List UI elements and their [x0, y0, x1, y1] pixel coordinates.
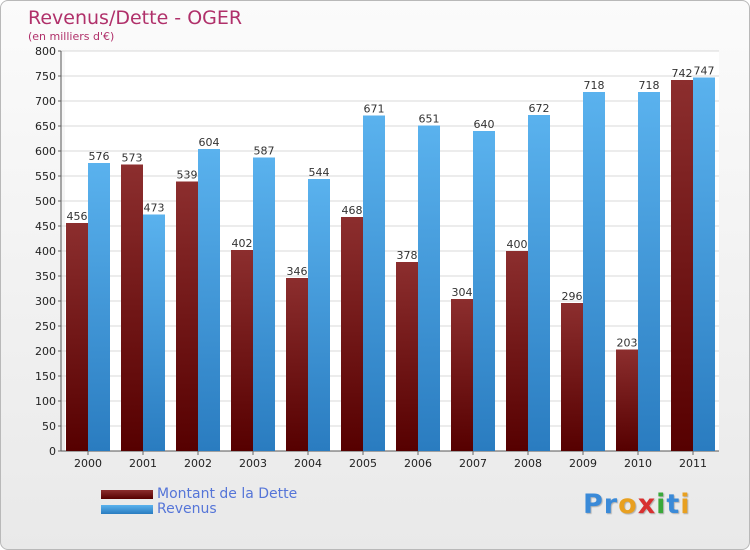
y-tick-label: 800 [35, 45, 56, 58]
logo-letter: t [666, 489, 681, 520]
bar-revenus [473, 131, 495, 451]
value-label-dette: 402 [232, 237, 253, 250]
y-tick-label: 550 [35, 170, 56, 183]
bar-revenus [528, 115, 550, 451]
logo-letter: i [680, 489, 691, 520]
logo-letter: o [618, 489, 638, 520]
x-tick-label: 2004 [294, 457, 322, 470]
bar-dette [451, 299, 473, 451]
y-tick-label: 450 [35, 220, 56, 233]
logo-letter: x [637, 489, 657, 520]
y-tick-label: 50 [42, 420, 56, 433]
legend-label-dette: Montant de la Dette [157, 486, 298, 502]
y-tick-label: 400 [35, 245, 56, 258]
value-label-revenus: 672 [529, 102, 550, 115]
bar-dette [286, 278, 308, 451]
bar-dette [506, 251, 528, 451]
x-tick-label: 2000 [74, 457, 102, 470]
logo-letter: P [583, 489, 604, 520]
legend-swatch-dette [101, 490, 153, 499]
bar-revenus [418, 125, 440, 451]
x-tick-label: 2010 [624, 457, 652, 470]
x-tick-label: 2007 [459, 457, 487, 470]
value-label-revenus: 604 [199, 136, 220, 149]
value-label-dette: 203 [617, 337, 638, 350]
value-label-revenus: 651 [419, 113, 440, 126]
x-tick-label: 2003 [239, 457, 267, 470]
value-label-dette: 400 [507, 238, 528, 251]
value-label-dette: 378 [397, 249, 418, 262]
value-label-dette: 456 [67, 210, 88, 223]
bar-dette [341, 217, 363, 451]
bar-dette [616, 349, 638, 451]
value-label-revenus: 718 [584, 79, 605, 92]
bar-dette [396, 262, 418, 451]
x-tick-label: 2001 [129, 457, 157, 470]
y-tick-label: 300 [35, 295, 56, 308]
x-tick-label: 2009 [569, 457, 597, 470]
value-label-dette: 573 [122, 152, 143, 165]
y-tick-label: 150 [35, 370, 56, 383]
bar-revenus [198, 149, 220, 451]
bar-dette [176, 181, 198, 451]
value-label-revenus: 671 [364, 103, 385, 116]
y-tick-label: 200 [35, 345, 56, 358]
chart-title: Revenus/Dette - OGER [28, 7, 243, 29]
bar-revenus [308, 179, 330, 451]
x-tick-label: 2008 [514, 457, 542, 470]
bar-revenus [583, 92, 605, 451]
legend-swatch-revenus [101, 505, 153, 514]
x-tick-label: 2011 [679, 457, 707, 470]
y-tick-label: 0 [49, 445, 56, 458]
x-tick-label: 2002 [184, 457, 212, 470]
value-label-revenus: 576 [89, 150, 110, 163]
x-tick-label: 2006 [404, 457, 432, 470]
bar-revenus [253, 157, 275, 451]
bar-dette [66, 223, 88, 451]
bar-revenus [638, 92, 660, 451]
value-label-dette: 539 [177, 169, 198, 182]
value-label-revenus: 587 [254, 145, 275, 158]
bar-dette [561, 303, 583, 451]
value-label-revenus: 640 [474, 118, 495, 131]
bar-revenus [88, 163, 110, 451]
logo-letter: r [603, 489, 619, 520]
value-label-dette: 296 [562, 290, 583, 303]
value-label-revenus: 544 [309, 166, 330, 179]
y-tick-label: 700 [35, 95, 56, 108]
y-tick-label: 100 [35, 395, 56, 408]
bar-revenus [143, 214, 165, 451]
bar-revenus [363, 115, 385, 451]
value-label-dette: 346 [287, 265, 308, 278]
y-tick-label: 600 [35, 145, 56, 158]
chart-subtitle: (en milliers d'€) [28, 30, 115, 43]
proxiti-logo: Proxiti [583, 489, 691, 520]
y-tick-label: 500 [35, 195, 56, 208]
value-label-revenus: 718 [639, 79, 660, 92]
bar-dette [231, 250, 253, 451]
value-label-dette: 468 [342, 204, 363, 217]
value-label-revenus: 747 [694, 65, 715, 78]
value-label-dette: 304 [452, 286, 473, 299]
value-label-dette: 742 [672, 67, 693, 80]
y-tick-label: 250 [35, 320, 56, 333]
value-label-revenus: 473 [144, 202, 165, 215]
y-tick-label: 750 [35, 70, 56, 83]
bar-dette [671, 80, 693, 451]
y-tick-label: 650 [35, 120, 56, 133]
legend-label-revenus: Revenus [157, 501, 217, 517]
y-tick-label: 350 [35, 270, 56, 283]
bar-dette [121, 164, 143, 451]
logo-letter: i [656, 489, 667, 520]
x-tick-label: 2005 [349, 457, 377, 470]
bar-revenus [693, 77, 715, 451]
